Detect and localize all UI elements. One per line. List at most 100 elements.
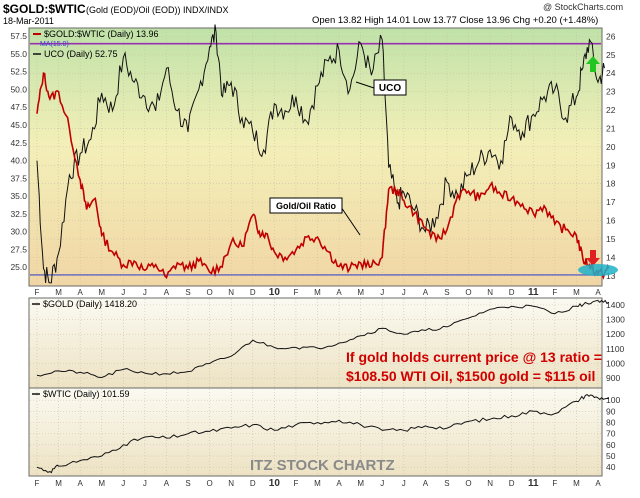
x-tick-label: 11 <box>528 478 539 489</box>
wtic-tick-label: 100 <box>606 395 620 405</box>
legend-gold: $GOLD (Daily) 1418.20 <box>43 299 137 309</box>
legend-ma: MA(15.0) <box>40 41 69 48</box>
left-tick-label: 32.5 <box>10 209 27 219</box>
green-up-arrow-icon <box>586 56 600 72</box>
x-tick-label: S <box>444 288 449 297</box>
right-tick-label: 21 <box>606 123 616 133</box>
right-tick-label: 14 <box>606 252 616 262</box>
gold-line <box>36 299 610 379</box>
gold-tick-label: 1000 <box>606 359 625 369</box>
x-tick-label: J <box>402 479 406 488</box>
uco-callout-label: UCO <box>379 83 401 94</box>
left-tick-label: 27.5 <box>10 244 27 254</box>
x-tick-label: D <box>509 288 515 297</box>
uco-callout-pointer <box>355 81 375 89</box>
x-tick-label: M <box>314 288 321 297</box>
x-tick-label: A <box>336 288 342 297</box>
x-tick-label: J <box>380 479 384 488</box>
x-tick-label: M <box>55 288 62 297</box>
wtic-tick-label: 70 <box>606 429 616 439</box>
x-tick-label: D <box>250 479 256 488</box>
watermark: ITZ STOCK CHARTZ <box>250 457 395 474</box>
x-tick-label: F <box>293 288 298 297</box>
x-tick-label: M <box>357 479 364 488</box>
wtic-tick-label: 60 <box>606 440 616 450</box>
x-tick-label: S <box>444 479 449 488</box>
x-tick-label: N <box>487 479 493 488</box>
left-tick-label: 45.0 <box>10 120 27 130</box>
x-tick-label: A <box>336 479 342 488</box>
x-tick-label: A <box>423 479 429 488</box>
left-tick-label: 47.5 <box>10 102 27 112</box>
left-tick-label: 35.0 <box>10 191 27 201</box>
gold-tick-label: 1100 <box>606 344 625 354</box>
wtic-panel <box>28 387 603 477</box>
x-tick-label: J <box>402 288 406 297</box>
ohlc-readout: Open 13.82 High 14.01 Low 13.77 Close 13… <box>312 15 598 26</box>
x-tick-label: J <box>380 288 384 297</box>
chart-symbol: $GOLD:$WTIC <box>3 2 86 16</box>
legend-uco: UCO (Daily) 52.75 <box>44 49 118 59</box>
x-tick-label: A <box>77 288 83 297</box>
wtic-line <box>36 394 609 474</box>
x-tick-label: M <box>98 479 105 488</box>
x-tick-label: S <box>185 288 190 297</box>
x-tick-label: A <box>595 288 601 297</box>
copyright-text: @ StockCharts.com <box>543 2 623 12</box>
left-tick-label: 52.5 <box>10 67 27 77</box>
wtic-tick-label: 40 <box>606 462 616 472</box>
x-tick-label: A <box>164 479 170 488</box>
x-tick-label: M <box>55 479 62 488</box>
x-tick-label: F <box>35 479 40 488</box>
x-tick-label: N <box>487 288 493 297</box>
main-panel <box>28 27 603 287</box>
right-tick-label: 24 <box>606 68 616 78</box>
x-tick-label: N <box>228 288 234 297</box>
x-tick-label: 10 <box>269 287 281 298</box>
right-tick-label: 20 <box>606 142 616 152</box>
series-layer <box>30 24 610 474</box>
x-tick-label: D <box>250 288 256 297</box>
legend-ratio: $GOLD:$WTIC (Daily) 13.96 <box>44 29 159 39</box>
axis-layer: F F M M A A M M J J J J A A S S O O N N D D 10 10 F F M M A A M M J J J J A A… <box>10 31 625 489</box>
ratio-target-ellipse <box>578 264 618 276</box>
x-tick-label: 10 <box>269 478 281 489</box>
right-tick-label: 25 <box>606 50 616 60</box>
x-tick-label: M <box>314 479 321 488</box>
right-tick-label: 18 <box>606 179 616 189</box>
x-tick-label: F <box>293 479 298 488</box>
x-tick-label: A <box>595 479 601 488</box>
right-tick-label: 26 <box>606 31 616 41</box>
uco-callout-box <box>373 79 407 96</box>
right-tick-label: 23 <box>606 87 616 97</box>
x-tick-label: A <box>164 288 170 297</box>
x-tick-label: M <box>573 479 580 488</box>
wtic-tick-label: 80 <box>606 418 616 428</box>
x-tick-label: F <box>552 479 557 488</box>
wtic-tick-label: 90 <box>606 406 616 416</box>
x-tick-label: S <box>185 479 190 488</box>
x-tick-label: A <box>423 288 429 297</box>
left-tick-label: 55.0 <box>10 49 27 59</box>
x-tick-label: J <box>143 288 147 297</box>
ratio-callout-label: Gold/Oil Ratio <box>276 201 337 211</box>
uco-callout: UCO <box>355 79 407 96</box>
chart-description: (Gold (EOD)/Oil (EOD)) INDX/INDX <box>86 5 229 15</box>
right-tick-label: 16 <box>606 216 616 226</box>
x-tick-label: N <box>228 479 234 488</box>
x-tick-label: F <box>35 288 40 297</box>
wtic-legend: $WTIC (Daily) 101.59 <box>32 389 130 399</box>
ratio-callout-pointer <box>340 206 361 236</box>
gold-tick-label: 1200 <box>606 329 625 339</box>
left-tick-label: 50.0 <box>10 84 27 94</box>
right-tick-label: 19 <box>606 160 616 170</box>
wtic-tick-label: 50 <box>606 451 616 461</box>
ratio-callout: Gold/Oil Ratio <box>269 197 361 236</box>
x-tick-label: O <box>206 288 212 297</box>
x-tick-label: O <box>465 288 471 297</box>
right-tick-label: 17 <box>606 197 616 207</box>
gold-panel <box>28 297 603 389</box>
gold-tick-label: 900 <box>606 373 620 383</box>
left-tick-label: 30.0 <box>10 227 27 237</box>
